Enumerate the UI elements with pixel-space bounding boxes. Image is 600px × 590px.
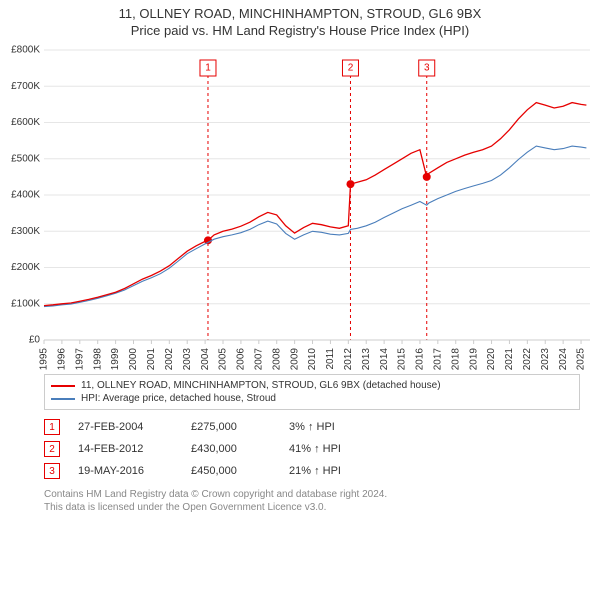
svg-text:1999: 1999 [110,348,121,370]
transaction-price: £450,000 [191,465,271,477]
transaction-marker: 3 [44,463,60,479]
svg-text:£100K: £100K [11,298,40,309]
transaction-date: 14-FEB-2012 [78,443,173,455]
svg-text:£800K: £800K [11,45,40,56]
footer-line1: Contains HM Land Registry data © Crown c… [44,488,580,501]
transaction-marker: 1 [44,419,60,435]
svg-text:2009: 2009 [289,348,300,370]
transaction-hpi: 41% ↑ HPI [289,443,379,455]
transaction-price: £275,000 [191,421,271,433]
svg-text:2021: 2021 [504,348,515,370]
svg-text:1998: 1998 [92,348,103,370]
chart-subtitle: Price paid vs. HM Land Registry's House … [0,23,600,38]
chart-title: 11, OLLNEY ROAD, MINCHINHAMPTON, STROUD,… [0,6,600,21]
svg-text:2019: 2019 [468,348,479,370]
svg-text:2018: 2018 [450,348,461,370]
legend-swatch-property [51,385,75,387]
svg-text:£300K: £300K [11,226,40,237]
svg-text:2: 2 [348,63,354,74]
svg-text:1: 1 [205,63,211,74]
legend-row-hpi: HPI: Average price, detached house, Stro… [51,392,573,405]
svg-text:2025: 2025 [576,348,587,370]
svg-text:£400K: £400K [11,190,40,201]
chart-area: £0 £100K £200K £300K £400K £500K £600K £700K £80… [0,40,600,370]
svg-text:2002: 2002 [164,348,175,370]
svg-text:2004: 2004 [200,348,211,370]
svg-text:2017: 2017 [432,348,443,370]
transaction-date: 19-MAY-2016 [78,465,173,477]
transaction-date: 27-FEB-2004 [78,421,173,433]
svg-text:2007: 2007 [253,348,264,370]
legend-label-property: 11, OLLNEY ROAD, MINCHINHAMPTON, STROUD,… [81,380,441,391]
svg-text:2003: 2003 [182,348,193,370]
svg-text:£600K: £600K [11,117,40,128]
legend-swatch-hpi [51,398,75,400]
svg-text:1997: 1997 [74,348,85,370]
svg-text:2024: 2024 [558,348,569,370]
svg-text:1995: 1995 [39,348,50,370]
svg-text:£700K: £700K [11,81,40,92]
svg-text:2001: 2001 [146,348,157,370]
legend-label-hpi: HPI: Average price, detached house, Stro… [81,393,276,404]
line-chart: £0 £100K £200K £300K £400K £500K £600K £700K £80… [0,40,600,370]
svg-text:2023: 2023 [540,348,551,370]
svg-text:2022: 2022 [522,348,533,370]
transaction-hpi: 21% ↑ HPI [289,465,379,477]
svg-text:2014: 2014 [379,348,390,370]
transaction-marker: 2 [44,441,60,457]
svg-text:1996: 1996 [57,348,68,370]
svg-text:£500K: £500K [11,153,40,164]
svg-text:2011: 2011 [325,348,336,370]
footer-line2: This data is licensed under the Open Gov… [44,501,580,514]
chart-header: 11, OLLNEY ROAD, MINCHINHAMPTON, STROUD,… [0,0,600,40]
transaction-price: £430,000 [191,443,271,455]
svg-text:2010: 2010 [307,348,318,370]
page-container: 11, OLLNEY ROAD, MINCHINHAMPTON, STROUD,… [0,0,600,514]
svg-text:2008: 2008 [271,348,282,370]
legend-row-property: 11, OLLNEY ROAD, MINCHINHAMPTON, STROUD,… [51,379,573,392]
transaction-table: 1 27-FEB-2004 £275,000 3% ↑ HPI 2 14-FEB… [44,416,580,482]
svg-text:2006: 2006 [236,348,247,370]
footer-attribution: Contains HM Land Registry data © Crown c… [44,488,580,514]
svg-text:3: 3 [424,63,430,74]
svg-text:£200K: £200K [11,262,40,273]
svg-text:2000: 2000 [128,348,139,370]
svg-text:2012: 2012 [343,348,354,370]
legend-box: 11, OLLNEY ROAD, MINCHINHAMPTON, STROUD,… [44,374,580,410]
svg-text:2013: 2013 [361,348,372,370]
transaction-row: 3 19-MAY-2016 £450,000 21% ↑ HPI [44,460,580,482]
transaction-row: 2 14-FEB-2012 £430,000 41% ↑ HPI [44,438,580,460]
svg-text:2005: 2005 [218,348,229,370]
transaction-hpi: 3% ↑ HPI [289,421,379,433]
svg-text:£0: £0 [29,335,41,346]
svg-text:2020: 2020 [486,348,497,370]
transaction-row: 1 27-FEB-2004 £275,000 3% ↑ HPI [44,416,580,438]
svg-text:2015: 2015 [397,348,408,370]
svg-text:2016: 2016 [415,348,426,370]
